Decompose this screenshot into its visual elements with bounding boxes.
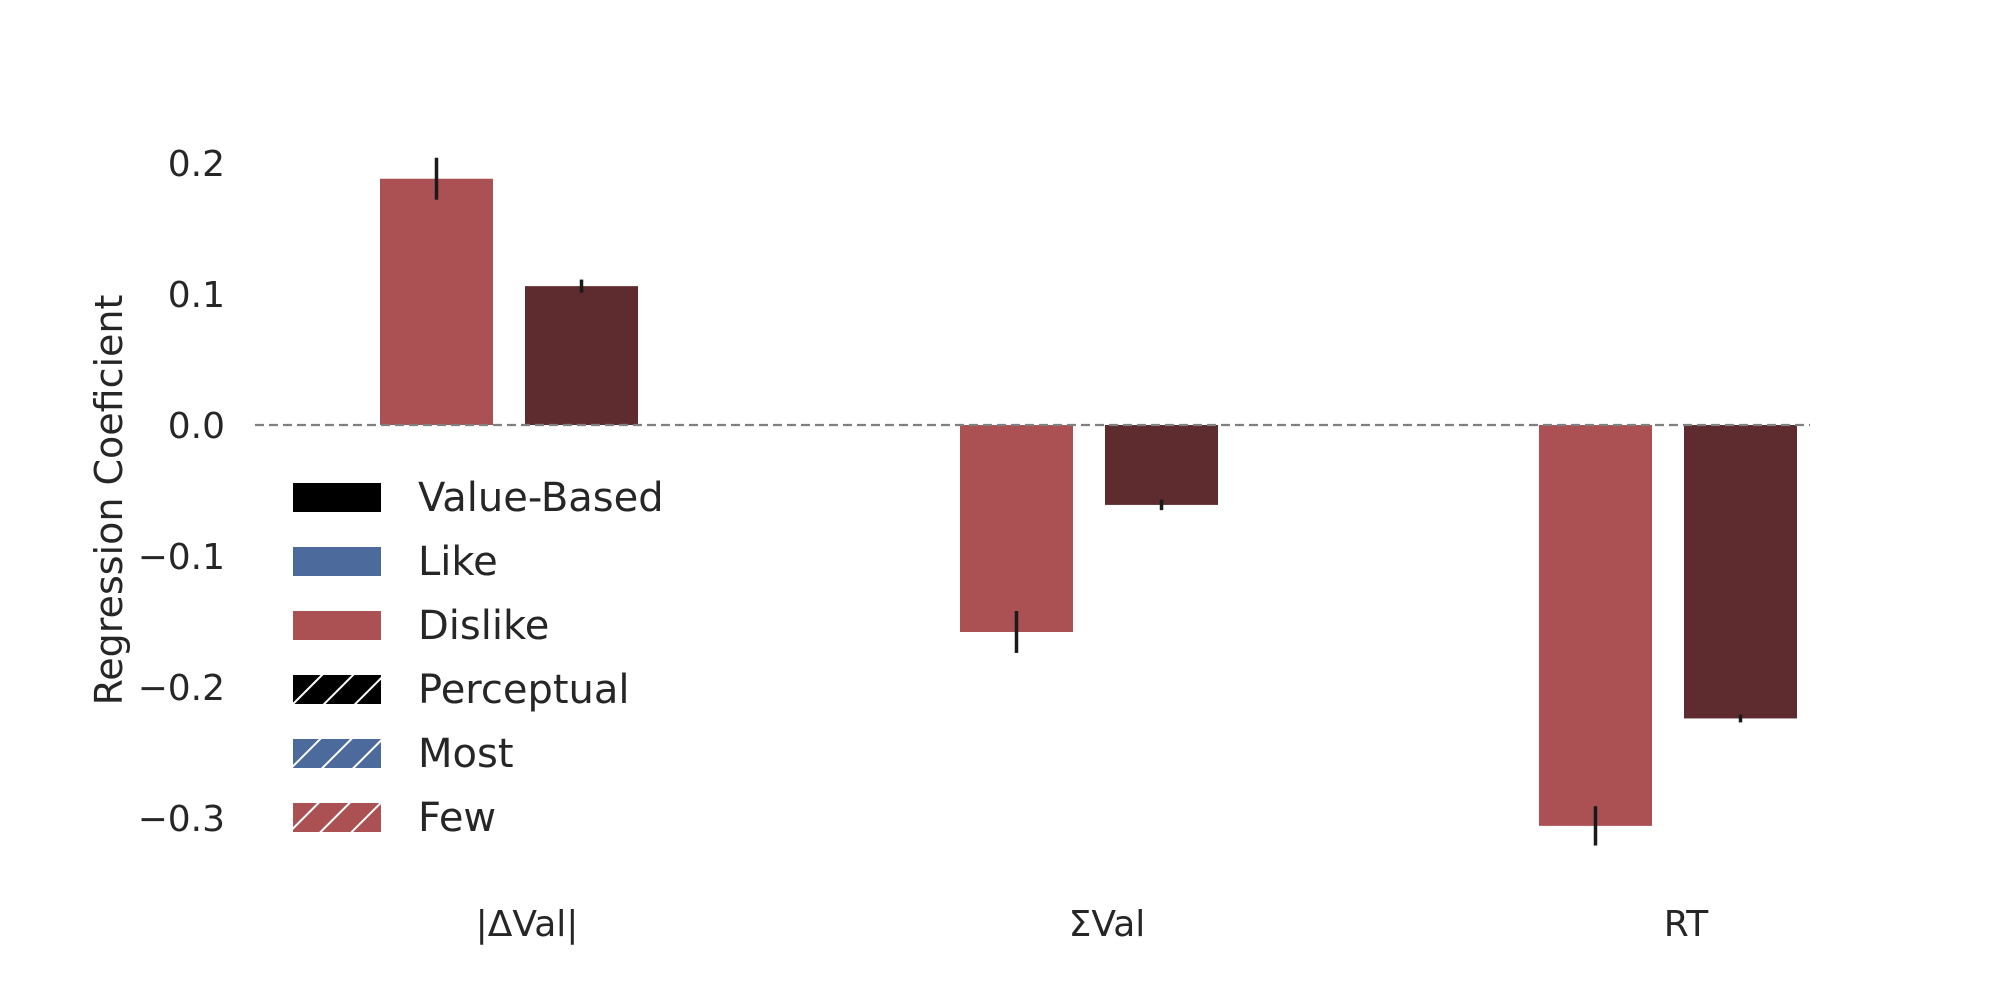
legend-item: Few [293,795,496,841]
legend: Value-Based Like Dislike Perceptual Most Few [293,475,664,841]
legend-label: Few [418,795,496,841]
x-tick-label: RT [1664,904,1709,945]
legend-swatch [293,611,381,640]
legend-swatch-hatch [293,675,381,704]
bar-1-3 [1539,425,1652,826]
legend-swatch [293,483,381,512]
legend-label: Value-Based [418,475,664,521]
legend-item: Like [293,539,498,585]
bar-1-1 [380,178,493,425]
legend-item: Perceptual [293,667,630,713]
y-tick-label: −0.2 [138,668,225,709]
y-tick-label: 0.1 [168,275,225,316]
y-tick-label: 0.0 [168,406,225,447]
legend-swatch-hatch [293,803,381,832]
y-tick-label: −0.3 [138,799,225,840]
legend-label: Perceptual [418,667,630,713]
legend-label: Like [418,539,498,585]
x-tick-label: |ΔVal| [476,904,579,945]
legend-item: Value-Based [293,475,664,521]
legend-swatch [293,547,381,576]
bars-layer [380,178,1797,826]
legend-item: Dislike [293,603,549,649]
x-tick-labels: |ΔVal| ΣVal RT [476,904,1710,945]
x-tick-label: ΣVal [1069,904,1146,945]
bar-2-1 [525,286,638,425]
legend-swatch-hatch [293,739,381,768]
error-bars-layer [434,157,1743,846]
y-tick-labels: 0.2 0.1 0.0 −0.1 −0.2 −0.3 [138,144,225,840]
y-axis-title: Regression Coeficient [87,295,131,706]
bar-2-3 [1684,425,1797,719]
y-tick-label: 0.2 [168,144,225,185]
bar-2-2 [1105,425,1218,505]
bar-1-2 [960,425,1073,632]
legend-item: Most [293,731,514,777]
legend-label: Most [418,731,514,777]
legend-label: Dislike [418,603,549,649]
y-tick-label: −0.1 [138,537,225,578]
